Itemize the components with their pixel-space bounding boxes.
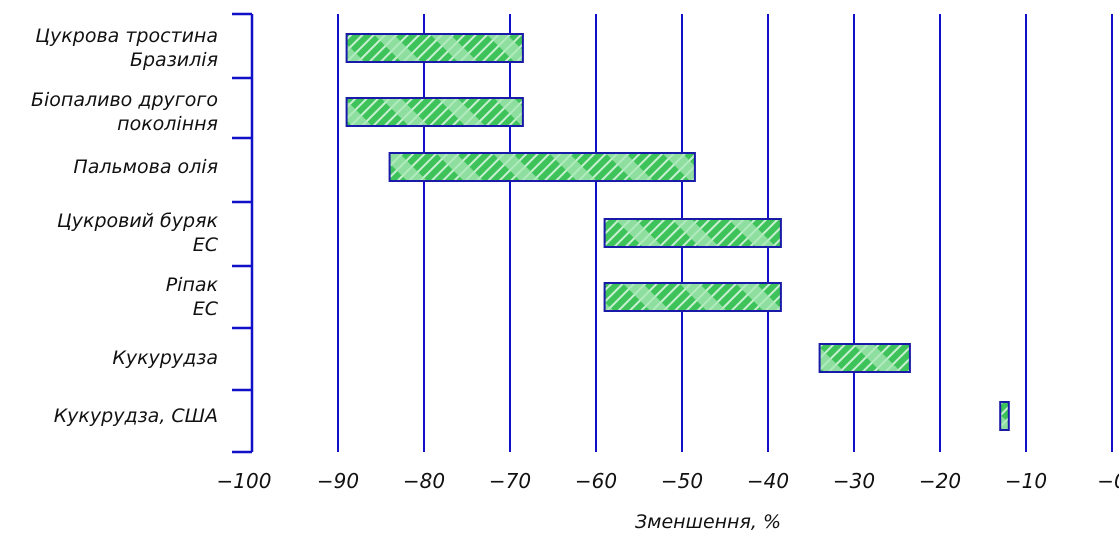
x-tick-label: −80 [403,469,445,493]
bar [345,33,524,63]
category-label: Бразилія [130,49,218,71]
bar-stripes [346,34,523,62]
range-bars [345,33,1010,431]
x-tick-label: −0 [1097,469,1119,493]
bar [388,152,696,182]
bar-outline [603,282,782,312]
bar-stripes [346,98,523,126]
category-label: Кукурудза, США [54,405,218,427]
category-label: ЕС [193,234,219,256]
x-tick-label: −100 [217,469,272,493]
category-label: Біопаливо другого [31,89,218,111]
bar-stripes [389,153,695,181]
bar-outline [388,152,696,182]
bar [603,282,782,312]
x-tick-labels: −100 −90 −80 −70 −60 −50 −40 −30 −20 −10 −0 [217,469,1119,493]
category-label: Кукурудза [112,347,218,369]
category-label: ЕС [193,298,219,320]
category-label: покоління [117,113,218,135]
x-tick-label: −60 [575,469,617,493]
bar-outline [818,343,911,373]
category-axis [232,12,254,454]
category-label: Ріпак [166,274,219,296]
bar-stripes [819,344,910,372]
bar [818,343,911,373]
bar-outline [999,401,1010,431]
bar [603,218,782,248]
x-tick-label: −40 [747,469,789,493]
x-tick-label: −90 [317,469,359,493]
bar [345,97,524,127]
x-tick-label: −30 [833,469,875,493]
x-tick-label: −70 [489,469,531,493]
x-axis-title: Зменшення, % [635,511,781,533]
bar-outline [345,33,524,63]
x-tick-label: −50 [661,469,703,493]
bar-outline [345,97,524,127]
category-label: Цукрова тростина [35,25,218,47]
category-label: Пальмова олія [73,156,218,178]
bar-stripes [1000,402,1009,430]
bar-outline [603,218,782,248]
bar [999,401,1010,431]
bar-stripes [604,219,781,247]
bar-stripes [604,283,781,311]
category-label: Цукровий буряк [57,210,219,232]
x-tick-label: −10 [1005,469,1047,493]
x-tick-label: −20 [919,469,961,493]
